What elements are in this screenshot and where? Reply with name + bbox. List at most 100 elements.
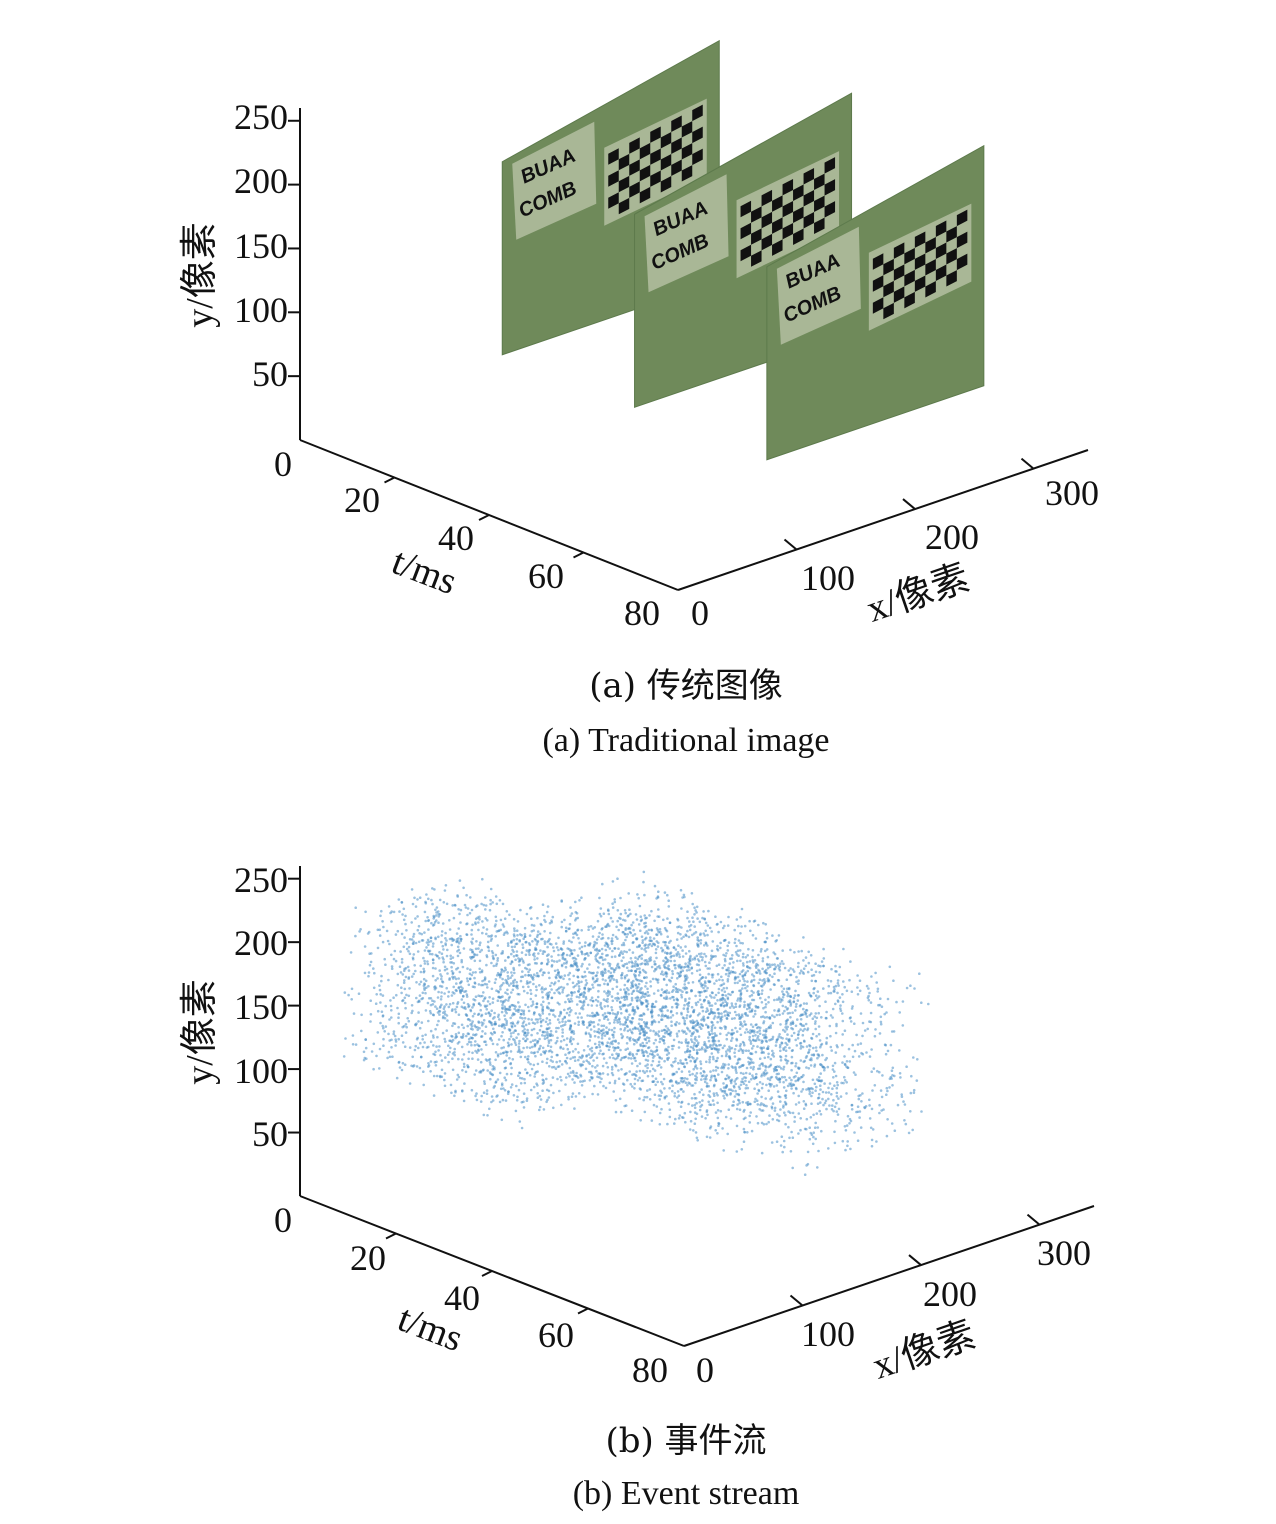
event-point — [421, 1034, 424, 1038]
event-point — [886, 997, 890, 1001]
event-point — [793, 951, 796, 954]
event-point — [514, 1109, 518, 1113]
event-point — [772, 1055, 776, 1058]
event-point — [776, 1090, 780, 1093]
event-point — [605, 1026, 608, 1029]
event-point — [611, 933, 615, 937]
event-point — [557, 991, 560, 994]
event-point — [462, 1099, 466, 1103]
event-point — [443, 1084, 447, 1088]
event-point — [459, 921, 462, 924]
event-point — [824, 1000, 827, 1003]
event-point — [647, 928, 651, 932]
event-point — [786, 1084, 790, 1088]
event-point — [451, 937, 454, 941]
event-point — [416, 1000, 420, 1004]
event-point — [464, 906, 468, 909]
event-point — [684, 933, 687, 936]
event-point — [826, 1065, 830, 1069]
event-point — [866, 1027, 869, 1031]
event-point — [486, 1114, 489, 1117]
event-point — [577, 990, 580, 993]
event-point — [836, 999, 840, 1002]
event-point — [811, 1032, 815, 1036]
event-point — [593, 940, 596, 944]
event-point — [816, 1126, 820, 1129]
event-point — [448, 977, 452, 980]
event-point — [869, 1126, 873, 1130]
event-point — [723, 990, 727, 993]
event-point — [527, 973, 530, 977]
checker-square — [751, 206, 762, 223]
event-point — [704, 984, 707, 988]
event-point — [582, 994, 585, 997]
event-point — [542, 988, 546, 991]
event-point — [471, 955, 474, 959]
event-point — [650, 944, 654, 948]
event-point — [786, 1007, 790, 1010]
event-point — [528, 1046, 532, 1050]
event-point — [855, 1110, 858, 1114]
event-point — [672, 954, 676, 958]
event-point — [595, 979, 599, 983]
event-point — [814, 970, 818, 974]
event-point — [727, 966, 730, 970]
event-point — [635, 967, 639, 971]
event-point — [542, 1079, 545, 1082]
event-point — [514, 1043, 518, 1047]
event-point — [472, 1002, 476, 1006]
event-point — [420, 932, 424, 936]
event-point — [569, 949, 572, 952]
event-point — [789, 967, 792, 970]
event-point — [580, 896, 583, 899]
event-point — [519, 1016, 522, 1019]
event-point — [657, 1014, 660, 1017]
event-point — [421, 939, 425, 942]
event-point — [473, 1073, 477, 1076]
event-point — [573, 1022, 577, 1025]
event-point — [429, 1070, 432, 1073]
event-point — [733, 1095, 737, 1098]
event-point — [497, 995, 501, 999]
event-point — [797, 979, 800, 982]
event-point — [548, 1018, 552, 1022]
event-point — [698, 973, 702, 977]
event-point — [515, 980, 518, 984]
event-point — [554, 1041, 558, 1045]
event-point — [737, 924, 740, 928]
event-point — [604, 948, 608, 952]
event-point — [876, 1069, 879, 1073]
event-point — [841, 1019, 845, 1023]
event-point — [752, 1065, 755, 1069]
event-point — [678, 955, 681, 959]
event-point — [538, 932, 542, 936]
event-point — [607, 912, 611, 916]
event-point — [727, 992, 730, 996]
event-point — [619, 988, 622, 991]
event-point — [411, 902, 415, 906]
event-point — [509, 962, 512, 966]
event-point — [614, 1016, 617, 1020]
event-point — [739, 1033, 743, 1037]
event-point — [580, 1016, 583, 1019]
event-point — [637, 1022, 641, 1026]
event-point — [601, 978, 605, 981]
event-point — [747, 966, 750, 969]
event-point — [747, 1080, 751, 1084]
event-point — [818, 1004, 821, 1008]
event-point — [539, 1053, 543, 1056]
event-point — [536, 1092, 539, 1095]
event-point — [397, 1061, 401, 1064]
event-point — [529, 992, 533, 995]
event-point — [641, 1041, 644, 1045]
event-point — [795, 1002, 798, 1006]
event-point — [558, 959, 561, 962]
event-point — [381, 940, 385, 944]
event-point — [784, 1045, 787, 1049]
event-point — [386, 939, 390, 943]
event-point — [577, 1020, 581, 1024]
event-point — [677, 1061, 680, 1065]
event-point — [364, 910, 367, 914]
event-point — [451, 1057, 454, 1060]
event-point — [743, 1000, 746, 1004]
